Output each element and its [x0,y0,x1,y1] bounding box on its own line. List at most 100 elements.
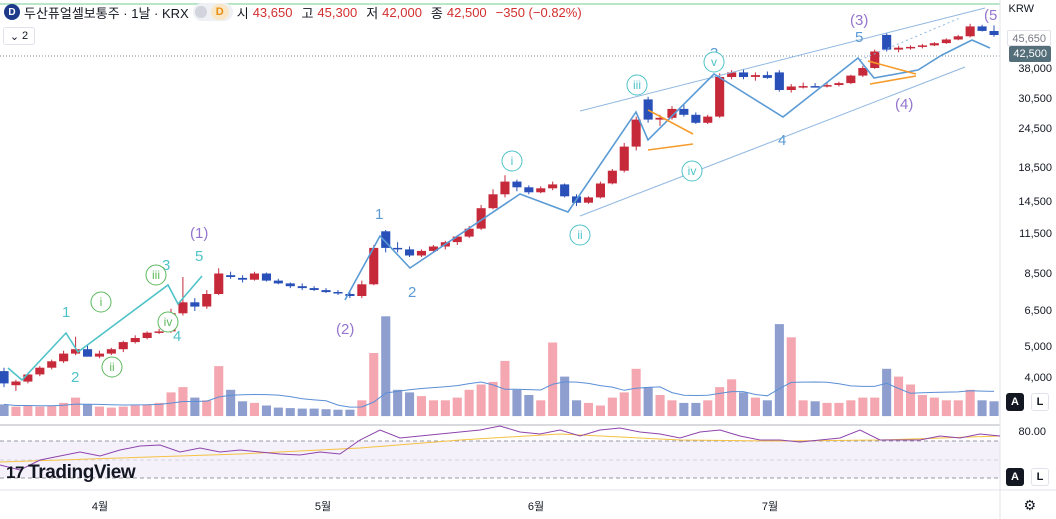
candle [476,204,486,230]
volume-bar [750,397,760,416]
candle [47,359,57,370]
volume-bar [238,401,248,416]
candle [989,25,999,37]
lower-channel-line [579,66,966,217]
candle-body [667,108,677,118]
volume-bar [261,405,271,416]
wave-i-small-label: i [100,295,103,309]
candle-body [130,338,140,343]
candle [774,70,784,92]
wave-2-small-label: 2 [71,369,79,386]
data-status-pill[interactable]: D [192,3,233,21]
volume-bar [357,400,367,417]
symbol-legend[interactable]: D 두산퓨얼셀보통주 · 1날 · KRX D 시 43,650 고 45,300 … [4,2,587,22]
candle-body [965,26,975,37]
volume-bar [369,353,379,416]
price-label: 11,500 [1019,228,1052,240]
candle-body [369,247,379,285]
volume-bar [214,366,224,416]
volume-bar [870,397,880,416]
rsi-band [0,441,1000,478]
volume-bar [226,389,236,417]
volume-bar [393,389,403,417]
candle-body [810,86,820,88]
candle-body [560,184,570,197]
candle [249,271,259,281]
close-label: 종 [430,5,443,21]
candle-body [249,273,259,280]
volume-bar [989,401,999,416]
volume-bar [977,400,987,417]
volume-bar [428,400,438,417]
candle-body [297,286,307,289]
volume-bar [846,400,856,417]
candle-body [524,187,534,193]
candle [834,81,844,87]
candle-body [59,353,69,362]
volume-bar [941,400,951,417]
triangle-pattern-2 [867,60,917,85]
volume-bar [786,337,796,417]
candle-body [619,146,629,171]
volume-bar [309,408,319,416]
candle-body [822,85,832,87]
candle [393,242,403,253]
rsi-auto-scale-button[interactable]: A [1006,468,1024,486]
indicator-collapse-button[interactable]: ⌄ 2 [3,27,35,45]
volume-bar [655,395,665,416]
candle-body [238,277,248,280]
candle-body [536,188,546,193]
candle-body [715,77,725,117]
candle [333,290,343,295]
candle [941,38,951,44]
volume-bar [906,384,916,416]
candle [11,379,21,391]
candle-body [834,83,844,85]
candle [190,298,200,311]
candle-body [273,280,283,284]
elliott-channels [579,7,986,217]
candle [273,278,283,285]
auto-scale-button[interactable]: A [1006,393,1024,411]
tradingview-mark-icon: 17 [6,463,25,482]
candle [929,42,939,47]
candle-body [83,349,93,357]
wave-4-paren-label: (4) [895,96,913,113]
upper-channel-line [579,7,986,112]
volume-bar [440,400,450,417]
candle-body [846,75,856,84]
candle-body [333,292,343,294]
volume-bar [917,395,927,416]
candle-body [47,361,57,368]
candle-body [941,39,951,44]
candle [548,181,558,191]
volume-bar [834,402,844,416]
candle [106,347,116,356]
candle [762,71,772,79]
last-price-tag: 42,500 [1009,46,1051,62]
candle [35,366,45,377]
wave-i-mid-label: i [511,154,514,168]
gear-icon[interactable]: ⚙ [1023,497,1036,513]
candle-body [393,247,403,250]
candle-body [428,246,438,251]
volume-bar [106,407,116,416]
price-label: 18,500 [1018,162,1052,174]
volume-bar [667,400,677,417]
time-label-june: 6월 [527,501,545,513]
tradingview-logo[interactable]: 17 TradingView [6,462,136,484]
candle-body [142,332,152,338]
wave-1-paren-label: (1) [190,225,208,242]
log-scale-button[interactable]: L [1031,393,1049,411]
rsi-ma-line [0,433,1001,463]
candle [178,277,188,316]
rsi-log-scale-button[interactable]: L [1031,468,1049,486]
volume-bar [118,406,128,416]
symbol-title[interactable]: 두산퓨얼셀보통주 · 1날 · KRX [24,5,189,21]
candle-body [11,381,21,386]
candle [202,290,212,309]
candle-body [929,43,939,46]
currency-selector[interactable]: KRW [1008,3,1034,15]
